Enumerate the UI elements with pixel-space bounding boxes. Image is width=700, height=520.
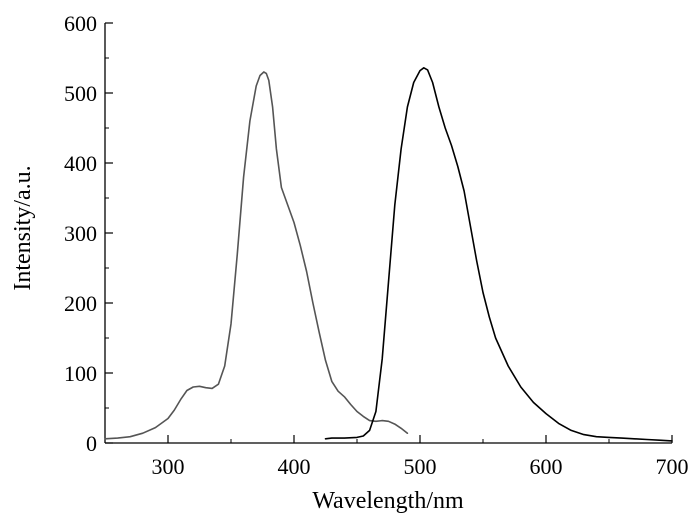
x-tick-label: 300 [152, 454, 185, 479]
tick-labels: 300 400 500 600 700 0 100 200 300 400 500 600 [64, 11, 689, 479]
y-tick-label: 100 [64, 361, 97, 386]
x-tick-label: 400 [278, 454, 311, 479]
y-tick-label: 600 [64, 11, 97, 36]
y-axis-title: Intensity/a.u. [10, 165, 36, 290]
y-tick-label: 200 [64, 291, 97, 316]
y-tick-label: 500 [64, 81, 97, 106]
series-line-2 [324, 67, 673, 442]
axes [104, 22, 673, 444]
x-axis-title: Wavelength/nm [312, 488, 464, 514]
x-tick-label: 600 [530, 454, 563, 479]
y-tick-label: 300 [64, 221, 97, 246]
x-tick-label: 700 [656, 454, 689, 479]
x-tick-label: 500 [404, 454, 437, 479]
y-tick-label: 0 [86, 431, 97, 456]
series-line-1 [104, 71, 409, 440]
series-group [104, 67, 673, 442]
y-tick-label: 400 [64, 151, 97, 176]
